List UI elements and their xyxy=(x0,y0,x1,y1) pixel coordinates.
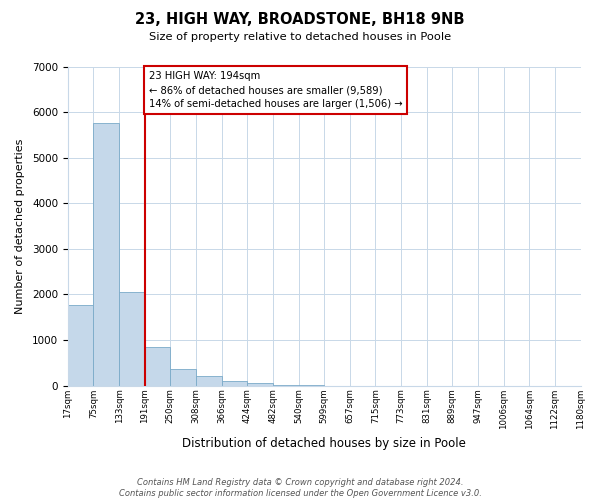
Y-axis label: Number of detached properties: Number of detached properties xyxy=(15,138,25,314)
Text: 23 HIGH WAY: 194sqm
← 86% of detached houses are smaller (9,589)
14% of semi-det: 23 HIGH WAY: 194sqm ← 86% of detached ho… xyxy=(149,71,402,109)
Bar xyxy=(170,368,196,386)
Bar xyxy=(196,376,221,386)
Text: 23, HIGH WAY, BROADSTONE, BH18 9NB: 23, HIGH WAY, BROADSTONE, BH18 9NB xyxy=(135,12,465,28)
Text: Size of property relative to detached houses in Poole: Size of property relative to detached ho… xyxy=(149,32,451,42)
Bar xyxy=(119,292,145,386)
Bar xyxy=(94,124,119,386)
Bar xyxy=(145,347,170,386)
Bar xyxy=(273,385,299,386)
Bar xyxy=(247,383,273,386)
Text: Contains HM Land Registry data © Crown copyright and database right 2024.
Contai: Contains HM Land Registry data © Crown c… xyxy=(119,478,481,498)
Bar xyxy=(221,381,247,386)
Bar xyxy=(68,304,94,386)
X-axis label: Distribution of detached houses by size in Poole: Distribution of detached houses by size … xyxy=(182,437,466,450)
